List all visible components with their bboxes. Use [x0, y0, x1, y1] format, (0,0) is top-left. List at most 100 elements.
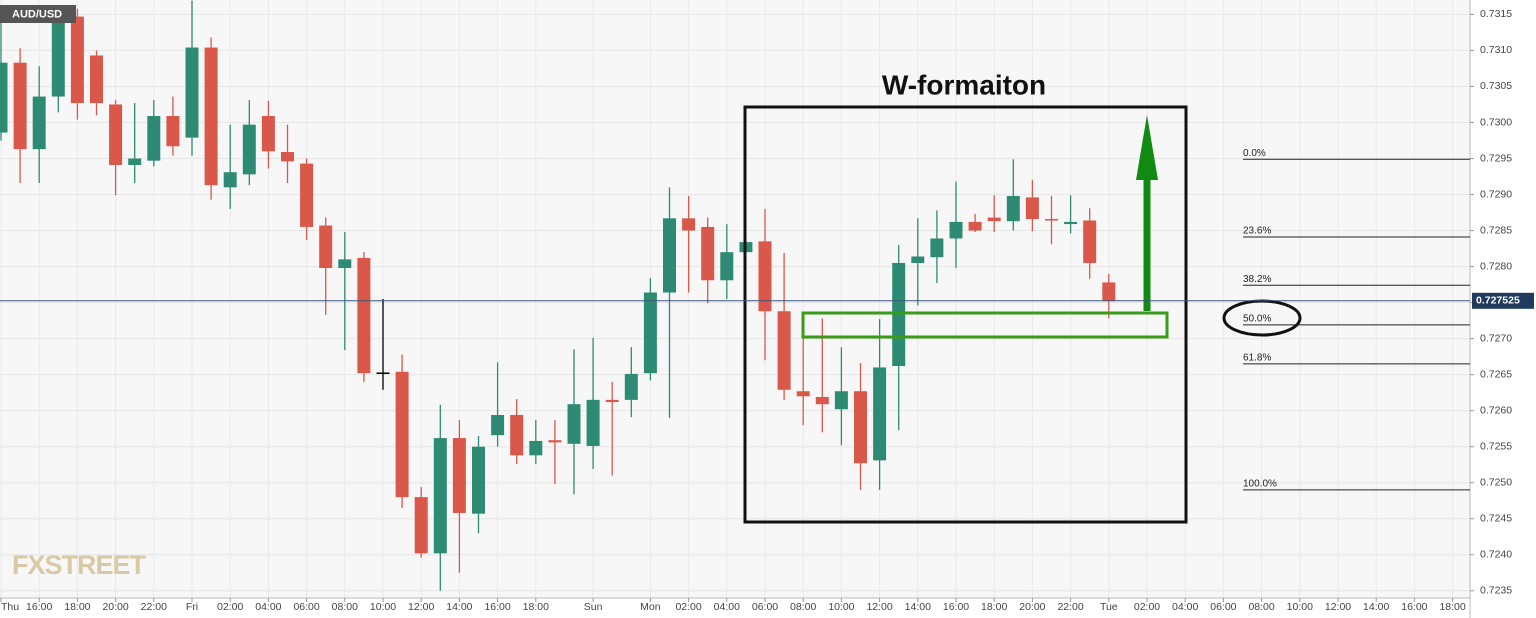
- candle-body: [109, 104, 123, 165]
- candle-body: [1006, 195, 1020, 222]
- candle-body: [204, 47, 218, 186]
- candle-body: [357, 257, 371, 374]
- y-tick-label: 0.7290: [1480, 188, 1512, 200]
- candle-body: [1083, 220, 1097, 263]
- candle-body: [261, 115, 275, 152]
- y-tick-label: 0.7295: [1480, 152, 1512, 164]
- x-tick-label: Tue: [1100, 601, 1118, 613]
- candle-body: [281, 152, 294, 162]
- candle-body: [1045, 219, 1058, 221]
- candle-body: [433, 438, 447, 554]
- candle-body: [643, 292, 657, 374]
- x-tick-label: 14:00: [446, 601, 472, 613]
- x-tick-label: Mon: [640, 601, 661, 613]
- candle-body: [796, 391, 810, 397]
- candle-body: [605, 399, 619, 403]
- x-tick-label: 10:00: [828, 601, 854, 613]
- annotation-title: W-formaiton: [882, 69, 1046, 100]
- fib-label: 100.0%: [1243, 479, 1277, 490]
- candle-body: [472, 446, 485, 514]
- candle-body: [701, 226, 715, 281]
- candle-body: [128, 158, 142, 165]
- candle-body: [90, 55, 103, 104]
- x-tick-label: 06:00: [293, 601, 319, 613]
- x-tick-label: 18:00: [981, 601, 1007, 613]
- fib-label: 23.6%: [1243, 226, 1271, 237]
- x-tick-label: 06:00: [1210, 601, 1236, 613]
- y-tick-label: 0.7305: [1480, 80, 1512, 92]
- x-tick-label: 10:00: [1287, 601, 1313, 613]
- candle-body: [32, 96, 46, 150]
- y-tick-label: 0.7255: [1480, 440, 1512, 452]
- x-tick-label: 16:00: [1401, 601, 1427, 613]
- x-tick-label: 12:00: [408, 601, 434, 613]
- y-tick-label: 0.7315: [1480, 8, 1512, 20]
- candle-body: [529, 440, 543, 456]
- x-tick-label: 22:00: [141, 601, 167, 613]
- candle-body: [624, 373, 638, 400]
- symbol: AUD/USD: [12, 8, 62, 20]
- y-tick-label: 0.7285: [1480, 224, 1512, 236]
- x-tick-label: 14:00: [1363, 601, 1389, 613]
- candle-body: [242, 124, 256, 175]
- x-tick-label: 16:00: [26, 601, 52, 613]
- candle-body: [338, 259, 352, 269]
- candle-body: [319, 225, 333, 269]
- candle-body: [586, 399, 600, 446]
- x-tick-label: 18:00: [523, 601, 549, 613]
- candle-body: [758, 241, 772, 312]
- candle-body: [300, 163, 314, 227]
- x-tick-label: 08:00: [332, 601, 358, 613]
- x-tick-label: 14:00: [905, 601, 931, 613]
- candle-body: [376, 372, 390, 374]
- arrow-head: [1136, 115, 1158, 180]
- y-tick-label: 0.7270: [1480, 332, 1512, 344]
- fib-label: 50.0%: [1243, 314, 1271, 325]
- candle-body: [968, 221, 982, 231]
- candle-body: [777, 311, 791, 390]
- x-tick-label: 12:00: [1325, 601, 1351, 613]
- candle-body: [452, 438, 466, 513]
- x-tick-label: 08:00: [1248, 601, 1274, 613]
- x-tick-label: 04:00: [255, 601, 281, 613]
- y-tick-label: 0.7250: [1480, 477, 1512, 489]
- y-tick-label: 0.7310: [1480, 44, 1512, 56]
- candle-body: [51, 14, 65, 97]
- fib-label: 61.8%: [1243, 352, 1271, 363]
- candle-body: [834, 391, 848, 410]
- candle-body: [682, 218, 696, 231]
- x-tick-label: Fri: [186, 601, 198, 613]
- y-tick-label: 0.7300: [1480, 116, 1512, 128]
- candle-body: [567, 404, 581, 444]
- candle-body: [510, 414, 524, 456]
- x-tick-label: 20:00: [1019, 601, 1045, 613]
- x-tick-label: 12:00: [866, 601, 892, 613]
- candle-body: [223, 172, 237, 188]
- y-tick-label: 0.7245: [1480, 513, 1512, 525]
- x-tick-label: 08:00: [790, 601, 816, 613]
- x-tick-label: 04:00: [714, 601, 740, 613]
- candle-body: [1102, 282, 1116, 302]
- candle-body: [13, 62, 27, 150]
- candles: [0, 0, 1116, 591]
- candle-body: [166, 115, 180, 147]
- x-tick-label: 02:00: [1134, 601, 1160, 613]
- x-tick-label: Thu: [1, 601, 19, 613]
- axes: 0.7235 0.7240 0.7245 0.7250 0.7255 0.7260 0.72…: [0, 8, 1534, 613]
- y-tick-label: 0.7265: [1480, 368, 1512, 380]
- x-tick-label: 02:00: [675, 601, 701, 613]
- y-tick-label: 0.7260: [1480, 404, 1512, 416]
- fib-label: 38.2%: [1243, 274, 1271, 285]
- x-tick-label: 16:00: [943, 601, 969, 613]
- fib-label: 0.0%: [1243, 148, 1266, 159]
- candle-body: [414, 497, 428, 554]
- candle-body: [815, 396, 829, 405]
- plot-area: [0, 0, 1470, 598]
- candle-body: [147, 115, 161, 161]
- candle-body: [0, 62, 8, 133]
- y-tick-label: 0.7240: [1480, 549, 1512, 561]
- y-tick-label: 0.7235: [1480, 585, 1512, 597]
- last-price-box: [1472, 292, 1534, 309]
- grid: [0, 0, 1470, 598]
